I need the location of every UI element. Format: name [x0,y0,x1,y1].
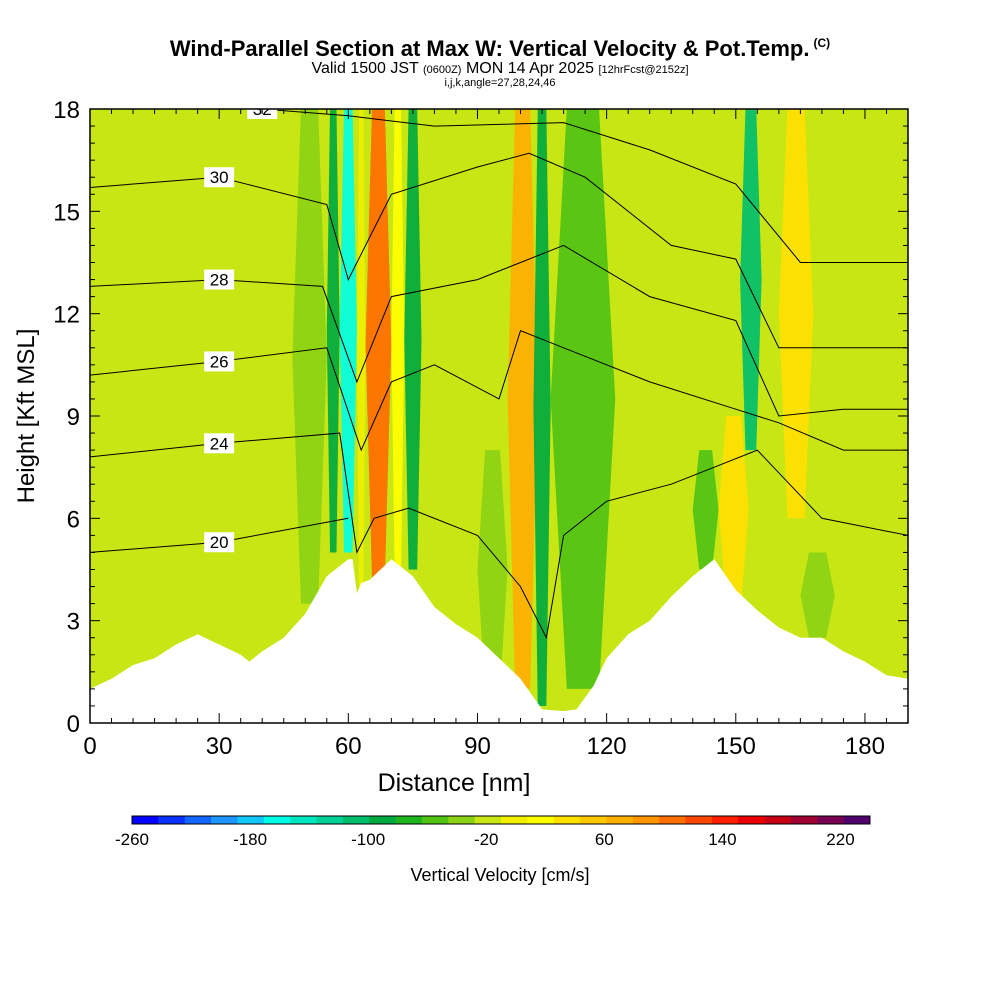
colorbar-swatch [738,816,766,824]
colorbar-swatch [790,816,818,824]
theta-contour-26 [90,330,908,452]
colorbar-swatch [632,816,660,824]
velocity-band-7 [477,450,508,689]
velocity-band-10 [550,109,616,689]
colorbar-swatch [764,816,792,824]
colorbar-swatch [263,816,291,824]
colorbar-swatch [817,816,845,824]
colorbar-swatch [527,816,555,824]
colorbar-swatch [448,816,476,824]
contour-label-20: 20 [204,532,235,553]
colorbar-tick-label: 220 [826,830,854,849]
velocity-band-2 [339,109,357,553]
theta-contour-30 [90,152,908,349]
x-tick-label: 90 [464,733,491,760]
x-tick-label: 180 [845,733,885,760]
velocity-band-4 [365,109,392,580]
velocity-band-15 [800,552,835,638]
colorbar-tick-label: -260 [115,830,149,849]
title-mark: (C) [813,36,831,50]
colorbar-swatch [132,816,159,824]
colorbar-swatch [501,816,528,824]
colorbar-swatch [421,816,449,824]
velocity-band-5 [391,109,405,570]
colorbar-swatch [474,816,502,824]
x-tick-label: 0 [83,733,96,760]
x-tick-label: 60 [335,733,362,760]
colorbar-swatch [211,816,238,824]
y-axis-label: Height [Kft MSL] [13,329,40,504]
theta-contour-24 [90,432,908,640]
colorbar-tick-label: -20 [474,830,499,849]
colorbar-swatch [606,816,634,824]
colorbar-frame [131,815,871,825]
colorbar-swatch [659,816,686,824]
contour-label-24: 24 [204,433,235,454]
velocity-band-14 [778,109,814,519]
colorbar-swatch [843,816,871,824]
contour-label-text: 26 [210,352,229,371]
contour-label-text: 24 [210,434,229,453]
velocity-band-8 [507,109,538,689]
contour-label-28: 28 [204,269,235,290]
velocity-band-1 [326,109,340,553]
y-tick-label: 3 [67,609,80,636]
colorbar-swatch [711,816,739,824]
colorbar-tick-label: 60 [595,830,614,849]
contour-label-text: 28 [210,271,229,290]
contour-label-text: 20 [210,533,229,552]
colorbar-swatch [290,816,317,824]
colorbar-tick-label: -100 [351,830,385,849]
x-axis-label: Distance [nm] [378,769,531,797]
contour-label-text: 30 [210,168,229,187]
velocity-band-6 [404,109,422,570]
chart-subtitle: Valid 1500 JST (0600Z) MON 14 Apr 2025 [… [311,60,689,77]
velocity-band-0 [292,109,327,604]
y-tick-label: 12 [53,302,80,329]
colorbar-tick-label: -180 [233,830,267,849]
colorbar-swatch [158,816,186,824]
colorbar-swatch [237,816,265,824]
chart-title: Wind-Parallel Section at Max W: Vertical… [169,36,831,61]
colorbar-swatch [342,816,370,824]
colorbar-swatch [316,816,344,824]
y-tick-label: 9 [67,404,80,431]
chart-indices: i,j,k,angle=27,28,24,46 [444,77,556,89]
x-tick-label: 120 [587,733,627,760]
velocity-band-3 [356,109,366,587]
colorbar-swatch [369,816,397,824]
colorbar-swatch [553,816,581,824]
theta-contour-28 [90,244,908,417]
theta-contour-32 [90,109,908,263]
contour-label-30: 30 [204,167,235,188]
velocity-band-11 [692,450,719,570]
y-tick-label: 15 [53,199,80,226]
x-tick-label: 150 [716,733,756,760]
colorbar-tick-label: 140 [708,830,736,849]
velocity-band-9 [533,109,551,706]
colorbar-swatch [184,816,212,824]
x-tick-label: 30 [206,733,233,760]
colorbar-swatch [580,816,607,824]
colorbar-swatch [685,816,713,824]
y-tick-label: 0 [67,711,80,738]
terrain [90,559,908,723]
colorbar-label: Vertical Velocity [cm/s] [410,865,589,885]
y-tick-label: 6 [67,506,80,533]
colorbar-swatch [395,816,423,824]
y-tick-label: 18 [53,97,80,124]
contour-label-26: 26 [204,351,235,372]
